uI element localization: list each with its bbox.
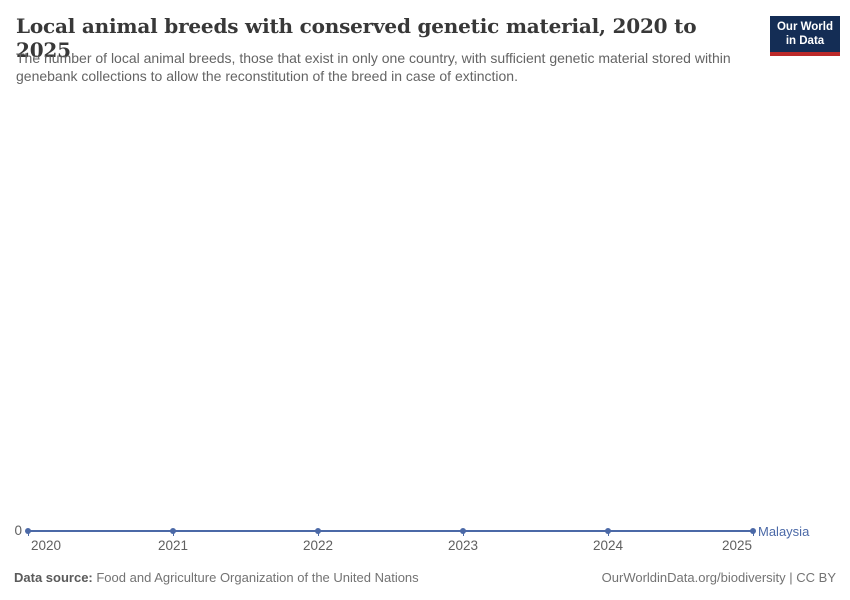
owid-logo: Our World in Data <box>770 16 840 57</box>
data-point-2025 <box>750 528 756 534</box>
series-label-malaysia: Malaysia <box>758 524 810 539</box>
x-axis-label-2024: 2024 <box>592 538 624 553</box>
x-axis-label-2021: 2021 <box>157 538 189 553</box>
data-point-2020 <box>25 528 31 534</box>
owid-logo-red-bar <box>770 52 840 57</box>
data-point-2023 <box>460 528 466 534</box>
data-point-2022 <box>315 528 321 534</box>
x-axis-tick-2021 <box>173 532 174 536</box>
chart-title: Local animal breeds with conserved genet… <box>16 14 697 62</box>
x-axis-label-2025: 2025 <box>721 538 753 553</box>
x-axis-label-2020: 2020 <box>30 538 62 553</box>
x-axis-tick-2020 <box>28 532 29 536</box>
malaysia-series-line <box>28 530 753 532</box>
owid-logo-line1: Our World <box>776 21 833 33</box>
data-source-value: Food and Agriculture Organization of the… <box>92 570 419 585</box>
data-point-2021 <box>170 528 176 534</box>
y-axis-zero-label: 0 <box>14 523 22 538</box>
attribution: OurWorldinData.org/biodiversity | CC BY <box>601 570 836 585</box>
data-source: Data source: Food and Agriculture Organi… <box>14 570 419 585</box>
x-axis-tick-2023 <box>463 532 464 536</box>
x-axis-tick-2022 <box>318 532 319 536</box>
owid-logo-text: Our World in Data <box>770 16 840 53</box>
owid-logo-line2: in Data <box>785 34 825 47</box>
x-axis-label-2023: 2023 <box>447 538 479 553</box>
x-axis-label-2022: 2022 <box>302 538 334 553</box>
chart-subtitle: The number of local animal breeds, those… <box>16 50 731 85</box>
x-axis-tick-2024 <box>608 532 609 536</box>
data-source-label: Data source: <box>14 570 93 585</box>
x-axis-tick-2025 <box>753 532 754 536</box>
data-point-2024 <box>605 528 611 534</box>
